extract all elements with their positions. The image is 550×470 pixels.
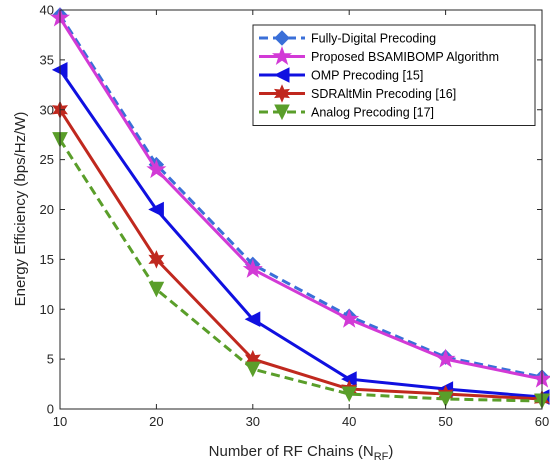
series-line-2 [58,17,543,381]
legend-marker-1 [274,30,290,46]
legend: Fully-Digital Precoding Proposed BSAMIBOM… [252,24,536,126]
y-tick-label-1: 0 [47,402,54,417]
data-point-series-3-2 [148,201,164,218]
x-tick-label-6: 60 [535,414,549,429]
legend-entry-2: Proposed BSAMIBOMP Algorithm [259,45,499,66]
legend-marker-5 [274,104,290,121]
x-axis-label-subscript: RF [374,451,389,463]
x-axis-label-end: ) [388,443,393,460]
legend-entry-5: Analog Precoding [17] [259,104,434,121]
data-point-series-5-5 [437,391,454,408]
legend-marker-3 [273,67,290,83]
legend-entry-4: SDRAltMin Precoding [16] [259,84,456,103]
legend-entry-1: Fully-Digital Precoding [259,30,436,46]
legend-entry-3: OMP Precoding [15] [259,67,423,83]
data-point-series-2-5 [435,348,456,368]
legend-label-4: SDRAltMin Precoding [16] [311,87,456,101]
legend-marker-4 [273,84,291,103]
ticks-layer: 10 20 30 40 50 60 0 5 10 15 20 25 30 35 40 [40,3,550,430]
legend-marker-2 [271,45,293,66]
y-tick-label-8: 35 [40,52,54,67]
data-point-series-5-4 [341,386,358,403]
x-axis-label-main: Number of RF Chains (N [209,443,374,460]
data-point-series-3-3 [244,311,261,328]
data-point-series-2-4 [339,308,360,328]
x-tick-label-3: 30 [246,414,260,429]
legend-label-1: Fully-Digital Precoding [311,32,436,46]
legend-label-5: Analog Precoding [17] [311,106,434,120]
y-axis-label: Energy Efficiency (bps/Hz/W) [12,112,29,307]
y-tick-label-6: 25 [40,152,54,167]
series-line-5 [58,138,543,403]
series-layer [49,7,550,410]
x-tick-label-4: 40 [342,414,356,429]
series-line-4 [58,108,543,401]
y-tick-label-4: 15 [40,252,54,267]
legend-label-2: Proposed BSAMIBOMP Algorithm [311,50,499,64]
legend-label-3: OMP Precoding [15] [311,69,423,83]
data-point-series-4-2 [148,250,165,269]
data-point-series-5-2 [148,281,165,298]
x-axis-label: Number of RF Chains (NRF) [209,443,394,463]
data-point-series-5-3 [244,361,261,378]
x-tick-label-2: 20 [149,414,163,429]
y-tick-label-5: 20 [40,202,54,217]
series-line-1 [58,14,543,379]
series-line-3 [58,68,543,399]
x-tick-label-1: 10 [53,414,67,429]
y-tick-label-9: 40 [40,3,54,18]
y-tick-label-7: 30 [40,102,54,117]
data-point-series-2-2 [146,159,167,179]
data-point-series-2-3 [242,258,263,278]
y-tick-label-2: 5 [47,352,54,367]
x-tick-label-5: 50 [438,414,452,429]
y-tick-label-3: 10 [40,302,54,317]
